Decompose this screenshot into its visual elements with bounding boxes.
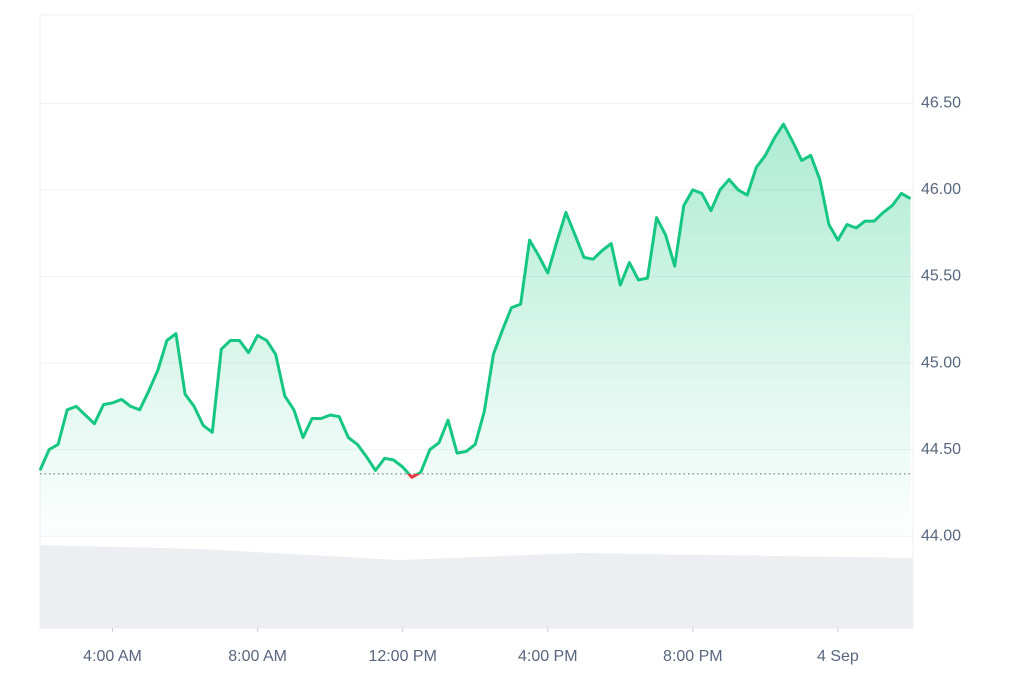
y-tick-label: 45.00 — [921, 354, 961, 371]
y-tick-label: 45.50 — [921, 268, 961, 285]
x-tick-label: 4 Sep — [817, 648, 859, 665]
x-tick-label: 4:00 PM — [518, 648, 578, 665]
y-tick-label: 46.00 — [921, 181, 961, 198]
y-tick-label: 44.50 — [921, 441, 961, 458]
price-line — [38, 122, 912, 474]
x-tick-label: 12:00 PM — [368, 648, 436, 665]
y-tick-label: 44.00 — [921, 527, 961, 544]
x-tick-label: 4:00 AM — [83, 648, 142, 665]
x-tick-label: 8:00 AM — [228, 648, 287, 665]
volume-area — [40, 545, 913, 628]
y-tick-label: 46.50 — [921, 95, 961, 112]
x-tick-label: 8:00 PM — [663, 648, 723, 665]
area-fill — [40, 124, 911, 545]
